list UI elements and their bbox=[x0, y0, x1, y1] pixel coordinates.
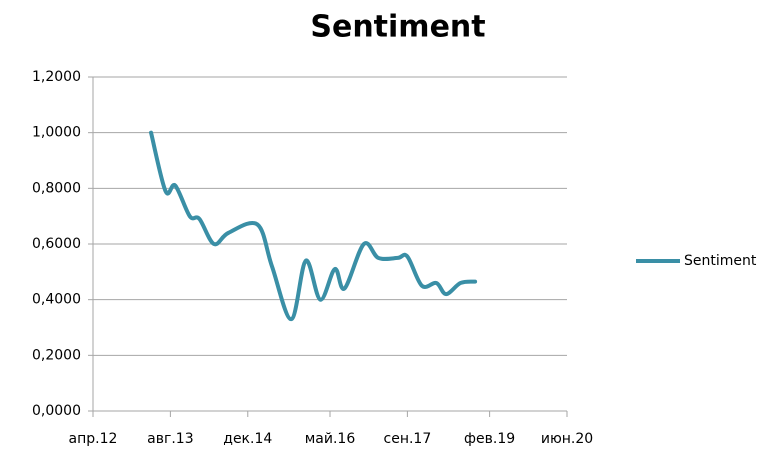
chart-title: Sentiment bbox=[310, 10, 485, 45]
legend-label: Sentiment bbox=[684, 253, 757, 269]
x-tick-label: май.16 bbox=[305, 431, 356, 447]
y-tick-label: 1,2000 bbox=[32, 69, 81, 85]
x-tick-label: дек.14 bbox=[223, 431, 272, 447]
x-tick-label: апр.12 bbox=[69, 431, 118, 447]
x-tick-label: июн.20 bbox=[541, 431, 593, 447]
y-tick-label: 0,2000 bbox=[32, 347, 81, 363]
y-tick-label: 0,8000 bbox=[32, 180, 81, 196]
x-tick-label: фев.19 bbox=[464, 431, 515, 447]
data-line bbox=[149, 130, 478, 322]
y-tick-label: 0,4000 bbox=[32, 292, 81, 308]
x-tick-label: авг.13 bbox=[147, 431, 193, 447]
y-tick-label: 1,0000 bbox=[32, 125, 81, 141]
y-tick-label: 0,6000 bbox=[32, 236, 81, 252]
x-tick-label: сен.17 bbox=[384, 431, 432, 447]
y-tick-label: 0,0000 bbox=[32, 403, 81, 419]
